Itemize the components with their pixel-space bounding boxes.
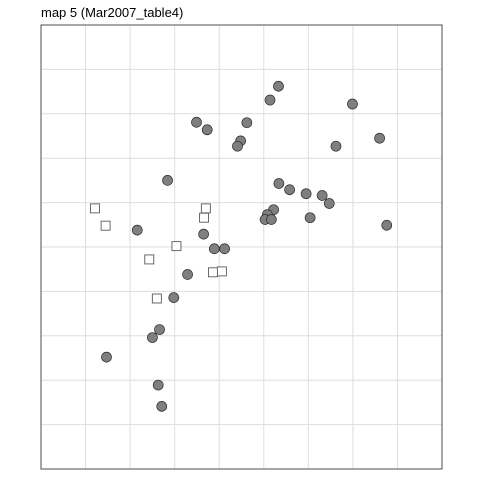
data-point-circle — [154, 324, 165, 335]
data-point-circle — [208, 243, 220, 255]
data-point-circle — [182, 269, 193, 280]
data-point-circle — [131, 224, 143, 236]
data-point-circle — [347, 98, 358, 110]
data-point-circle — [191, 116, 202, 128]
data-point-circle — [323, 198, 335, 209]
data-point-circle — [101, 351, 112, 363]
data-point-circle — [147, 332, 158, 343]
data-point-circle — [201, 124, 213, 136]
data-point-square — [208, 267, 218, 278]
data-point-square — [199, 212, 210, 223]
data-point-circle — [316, 190, 328, 201]
data-point-circle — [241, 117, 253, 129]
data-point-circle — [273, 178, 285, 189]
data-point-square — [200, 203, 211, 214]
data-point-square — [171, 241, 182, 252]
data-point-circle — [304, 212, 316, 224]
data-point-circle — [273, 80, 284, 92]
data-point-square — [216, 266, 227, 277]
data-point-circle — [330, 140, 342, 152]
panel-border — [40, 24, 443, 470]
chart-title: map 5 (Mar2007_table4) — [41, 5, 184, 20]
data-point-circle — [152, 379, 164, 391]
data-point-circle — [156, 401, 168, 412]
data-point-circle — [266, 214, 277, 225]
data-point-circle — [168, 292, 180, 303]
data-point-square — [151, 293, 162, 304]
data-point-circle — [381, 219, 393, 231]
data-point-circle — [284, 184, 295, 196]
data-point-circle — [198, 228, 209, 240]
data-points — [89, 80, 393, 412]
data-point-circle — [219, 243, 230, 255]
data-point-circle — [162, 175, 173, 186]
data-point-square — [144, 254, 155, 265]
data-point-circle — [232, 140, 243, 152]
grid-lines — [41, 25, 442, 469]
data-point-circle — [300, 188, 312, 200]
data-point-square — [100, 220, 111, 231]
data-point-circle — [374, 132, 385, 144]
data-point-circle — [264, 94, 276, 106]
data-point-square — [89, 203, 100, 214]
